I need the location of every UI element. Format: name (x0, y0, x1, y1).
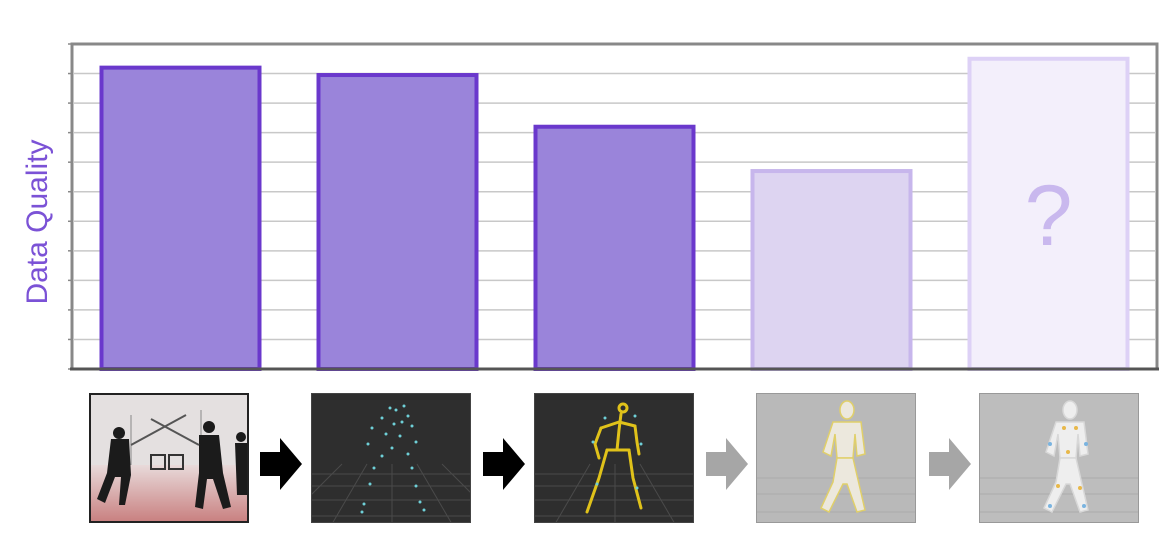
skeleton-thumbnail (534, 393, 694, 523)
arrow-right-icon (706, 438, 748, 490)
body-mesh-markers-thumbnail (979, 393, 1139, 523)
question-mark-annotation: ? (1025, 168, 1073, 264)
body-mesh-thumbnail (756, 393, 916, 523)
arrow-right-icon (260, 438, 302, 490)
arrow-right-icon (929, 438, 971, 490)
mocap-photo-thumbnail (89, 393, 249, 523)
marker-point-cloud-thumbnail (311, 393, 471, 523)
bar-3 (533, 124, 696, 371)
arrow-right-icon (483, 438, 525, 490)
bar-1 (99, 65, 262, 372)
bar-4 (750, 169, 913, 371)
bar-chart: ? (68, 42, 1159, 372)
bar-2 (316, 73, 479, 371)
